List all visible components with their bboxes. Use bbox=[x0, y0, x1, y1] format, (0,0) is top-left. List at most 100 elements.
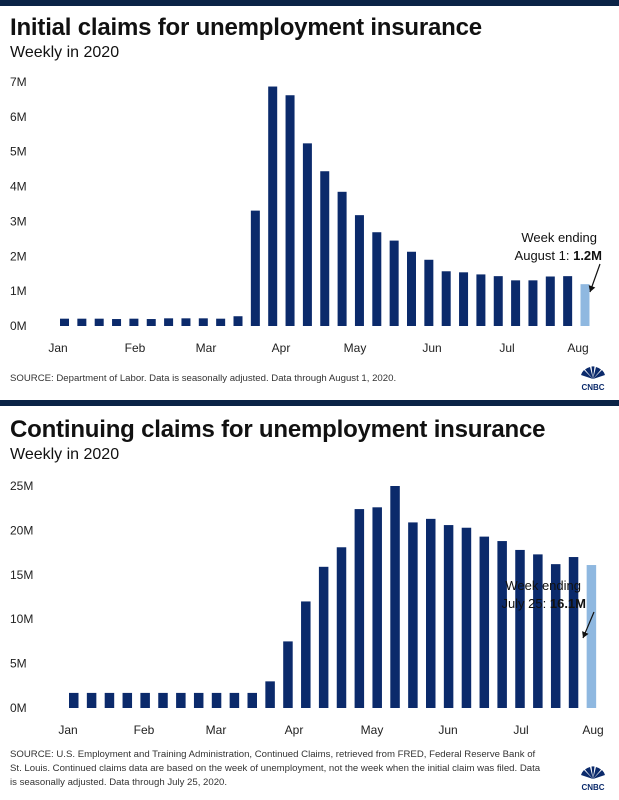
bar bbox=[443, 525, 454, 708]
y-tick-label: 3M bbox=[10, 214, 27, 228]
bar bbox=[426, 518, 436, 708]
bar bbox=[302, 143, 312, 326]
source-note: SOURCE: Department of Labor. Data is sea… bbox=[10, 373, 397, 384]
bar bbox=[441, 271, 451, 326]
cnbc-peacock-icon bbox=[581, 766, 605, 779]
bar bbox=[354, 215, 364, 326]
highlight-bar bbox=[586, 565, 597, 708]
cnbc-logo-text: CNBC bbox=[581, 783, 604, 792]
bar bbox=[459, 272, 469, 326]
divider-rule bbox=[0, 400, 619, 406]
bar bbox=[320, 171, 330, 326]
continuing-claims-chart: 0M 5M 10M 15M 20M 25M Jan Feb Mar Apr May Jun Jul Aug… bbox=[10, 479, 604, 737]
x-tick-label: Jun bbox=[438, 723, 457, 737]
annotation-arrowhead bbox=[588, 285, 596, 292]
y-tick-label: 5M bbox=[10, 657, 27, 671]
bar bbox=[550, 564, 561, 708]
bar bbox=[497, 541, 507, 708]
x-tick-label: Jun bbox=[422, 341, 441, 355]
x-tick-label: Aug bbox=[567, 341, 588, 355]
y-tick-label: 15M bbox=[10, 568, 33, 582]
bar bbox=[193, 692, 204, 708]
x-tick-label: Jan bbox=[48, 341, 67, 355]
x-tick-label: Apr bbox=[272, 341, 291, 355]
bar bbox=[511, 280, 521, 326]
bar bbox=[479, 536, 490, 708]
bar bbox=[461, 527, 472, 708]
y-tick-label: 10M bbox=[10, 612, 33, 626]
bar bbox=[285, 95, 295, 326]
x-tick-label: May bbox=[344, 341, 367, 355]
bar bbox=[533, 554, 543, 708]
chart-title: Continuing claims for unemployment insur… bbox=[10, 416, 546, 443]
bar bbox=[389, 240, 399, 326]
x-tick-label: Mar bbox=[206, 723, 227, 737]
bar bbox=[216, 318, 226, 326]
cnbc-logo-text: CNBC bbox=[581, 383, 604, 392]
annotation-line1: Week ending bbox=[521, 230, 597, 245]
cnbc-logo: CNBC bbox=[581, 766, 605, 792]
bar bbox=[164, 318, 174, 326]
bar bbox=[198, 318, 208, 326]
bar bbox=[563, 276, 573, 326]
annotation-line1: Week ending bbox=[505, 578, 581, 593]
bar bbox=[60, 318, 69, 326]
x-tick-label: Feb bbox=[125, 341, 146, 355]
cnbc-logo: CNBC bbox=[581, 366, 605, 392]
y-tick-label: 0M bbox=[10, 319, 27, 333]
continuing-claims-panel: Continuing claims for unemployment insur… bbox=[0, 400, 619, 800]
bar bbox=[336, 547, 347, 708]
bar bbox=[424, 259, 434, 326]
annotation-arrowhead bbox=[582, 631, 589, 638]
bar bbox=[112, 319, 122, 326]
y-tick-label: 20M bbox=[10, 523, 33, 537]
bar bbox=[211, 692, 222, 708]
x-tick-label: Jul bbox=[499, 341, 514, 355]
bar bbox=[86, 692, 97, 708]
initial-claims-chart: 0M 1M 2M 3M 4M 5M 6M 7M Jan Feb Mar Apr May Jun Jul Aug… bbox=[10, 75, 602, 355]
x-tick-label: Feb bbox=[134, 723, 155, 737]
x-tick-label: Apr bbox=[285, 723, 304, 737]
bar bbox=[250, 210, 260, 326]
x-tick-label: Mar bbox=[196, 341, 217, 355]
bar bbox=[176, 692, 186, 708]
bar bbox=[545, 276, 555, 326]
bar bbox=[337, 191, 347, 326]
bar bbox=[407, 251, 416, 326]
y-tick-label: 7M bbox=[10, 75, 27, 89]
bar bbox=[354, 509, 365, 708]
x-tick-label: Jul bbox=[513, 723, 528, 737]
y-tick-label: 5M bbox=[10, 145, 27, 159]
y-tick-label: 6M bbox=[10, 110, 27, 124]
bar bbox=[94, 318, 104, 326]
bar bbox=[77, 318, 87, 326]
bar bbox=[233, 316, 243, 326]
bar bbox=[181, 318, 191, 326]
bar bbox=[568, 557, 579, 708]
initial-claims-panel: Initial claims for unemployment insuranc… bbox=[0, 0, 619, 398]
bar bbox=[528, 280, 538, 326]
bar bbox=[283, 641, 293, 708]
source-note: SOURCE: U.S. Employment and Training Adm… bbox=[10, 749, 541, 788]
bar bbox=[129, 318, 139, 326]
y-tick-label: 0M bbox=[10, 701, 27, 715]
bar bbox=[301, 601, 311, 708]
bar bbox=[318, 566, 329, 708]
bar bbox=[515, 549, 525, 708]
top-rule bbox=[0, 0, 619, 6]
annotation-line2: August 1: 1.2M bbox=[515, 248, 602, 263]
bar bbox=[268, 86, 278, 326]
y-tick-label: 4M bbox=[10, 180, 27, 194]
bar bbox=[390, 486, 400, 708]
bar bbox=[372, 232, 382, 326]
bar bbox=[104, 692, 115, 708]
highlight-bar bbox=[580, 284, 590, 326]
bar bbox=[493, 276, 503, 326]
bar bbox=[140, 692, 150, 708]
y-tick-label: 2M bbox=[10, 249, 27, 263]
x-tick-label: Aug bbox=[582, 723, 603, 737]
bar bbox=[265, 681, 275, 708]
y-tick-label: 1M bbox=[10, 284, 27, 298]
x-tick-label: Jan bbox=[58, 723, 77, 737]
bar bbox=[247, 692, 257, 708]
